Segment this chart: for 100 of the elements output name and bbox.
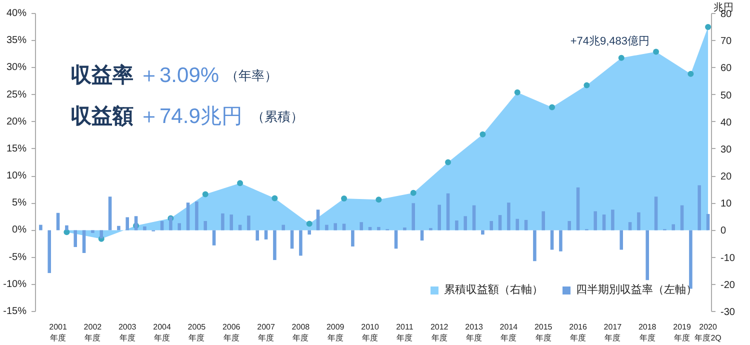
x-tick-label: 2007 年度 <box>257 322 276 342</box>
bar <box>446 193 450 230</box>
bar <box>533 230 536 262</box>
bar <box>178 223 182 230</box>
bar <box>550 230 554 250</box>
bar <box>611 210 614 230</box>
bar <box>542 211 546 230</box>
bar <box>91 230 94 233</box>
x-tick-label: 2010 年度 <box>361 322 380 342</box>
x-tick-label: 2005 年度 <box>188 322 206 342</box>
x-tick-label: 2018 年度 <box>638 322 657 342</box>
annotation: +74兆9,483億円 <box>570 34 650 48</box>
bar <box>247 216 250 230</box>
bar <box>65 225 68 230</box>
bar <box>412 203 416 230</box>
legend-label: 累積収益額（右軸） <box>444 282 543 297</box>
annotation: 収益率 <box>70 63 134 87</box>
y-tick-label: -10% <box>3 278 27 290</box>
x-tick-label: 2003 年度 <box>118 322 137 342</box>
bar <box>637 212 640 230</box>
y2-axis-title: 兆円 <box>714 2 734 14</box>
x-tick-label: 2014 年度 <box>500 322 518 342</box>
x-tick-label: 2017 年度 <box>604 322 622 342</box>
bar <box>39 224 42 230</box>
bar <box>568 221 572 230</box>
x-tick-label: 2009 年度 <box>326 322 345 342</box>
y2-tick-label: 30 <box>720 144 732 156</box>
annotation: ＋3.09% <box>138 64 220 87</box>
bar <box>230 214 234 230</box>
x-tick-label: 2008 年度 <box>292 322 310 342</box>
annotation: （累積） <box>252 109 304 124</box>
bar <box>602 214 606 230</box>
annotation: ＋74.9兆円 <box>138 105 242 128</box>
bar <box>143 226 146 230</box>
x-tick-label: 2019 年度 <box>673 322 692 342</box>
bar <box>498 215 502 230</box>
y-tick-label: 15% <box>6 143 27 154</box>
bar <box>334 223 338 230</box>
bar <box>204 221 208 230</box>
bar <box>325 224 328 230</box>
bar <box>351 230 354 246</box>
y2-tick-label: 20 <box>720 172 732 183</box>
x-tick-label: 2016 年度 <box>569 322 588 342</box>
x-tick-label: 2015 年度 <box>534 322 553 342</box>
bar <box>74 230 78 248</box>
bar <box>438 204 442 230</box>
bar <box>516 218 520 230</box>
bar <box>290 230 294 249</box>
bar <box>195 202 198 230</box>
bar <box>620 230 624 250</box>
y2-tick-label: -30 <box>720 307 736 318</box>
y-tick-label: 35% <box>6 35 27 46</box>
y-tick-label: 10% <box>6 170 27 182</box>
bar <box>117 226 120 230</box>
y-tick-label: 40% <box>6 8 27 19</box>
bar <box>108 196 112 230</box>
y2-tick-label: 60 <box>720 63 732 74</box>
bar <box>576 187 580 230</box>
bar <box>342 224 346 230</box>
y-tick-label: -15% <box>3 306 27 317</box>
x-tick-label: 2002 年度 <box>84 322 102 342</box>
x-tick-label: 2004 年度 <box>153 322 172 342</box>
y2-tick-label: -20 <box>720 280 736 291</box>
bar <box>507 202 510 230</box>
y2-tick-label: 0 <box>720 226 726 237</box>
bar <box>316 210 320 230</box>
y-tick-label: 20% <box>6 116 27 128</box>
y-tick-label: 25% <box>6 89 27 100</box>
bar <box>221 213 224 230</box>
x-tick-label: 2001 年度 <box>49 322 68 342</box>
bar <box>282 224 286 230</box>
annotation: 収益額 <box>70 104 134 128</box>
bar <box>672 224 676 230</box>
bar <box>212 230 216 246</box>
x-tick-label: 2006 年度 <box>222 322 241 342</box>
y2-tick-label: 70 <box>720 36 732 48</box>
bar <box>481 230 484 235</box>
bar <box>646 230 650 280</box>
y2-tick-label: 40 <box>720 117 732 128</box>
legend-label: 四半期別収益率（左軸） <box>576 282 697 297</box>
bar <box>186 202 190 230</box>
x-tick-label: 2013 年度 <box>465 322 484 342</box>
annotation: （年率） <box>226 68 278 83</box>
bar <box>559 230 562 252</box>
bar <box>273 230 276 260</box>
bar <box>126 217 130 230</box>
y-tick-label: 30% <box>6 62 27 74</box>
bar <box>420 230 424 241</box>
bar <box>455 220 458 230</box>
bar <box>377 226 380 230</box>
bar <box>394 230 398 249</box>
bar <box>299 230 302 256</box>
bar <box>403 228 406 230</box>
y2-tick-label: -10 <box>720 252 736 264</box>
bar <box>698 185 702 230</box>
bar <box>360 222 364 230</box>
bar <box>680 205 684 230</box>
bar <box>264 230 268 240</box>
y-tick-label: -5% <box>8 252 27 263</box>
x-tick-label: 2011 年度 <box>396 322 414 342</box>
